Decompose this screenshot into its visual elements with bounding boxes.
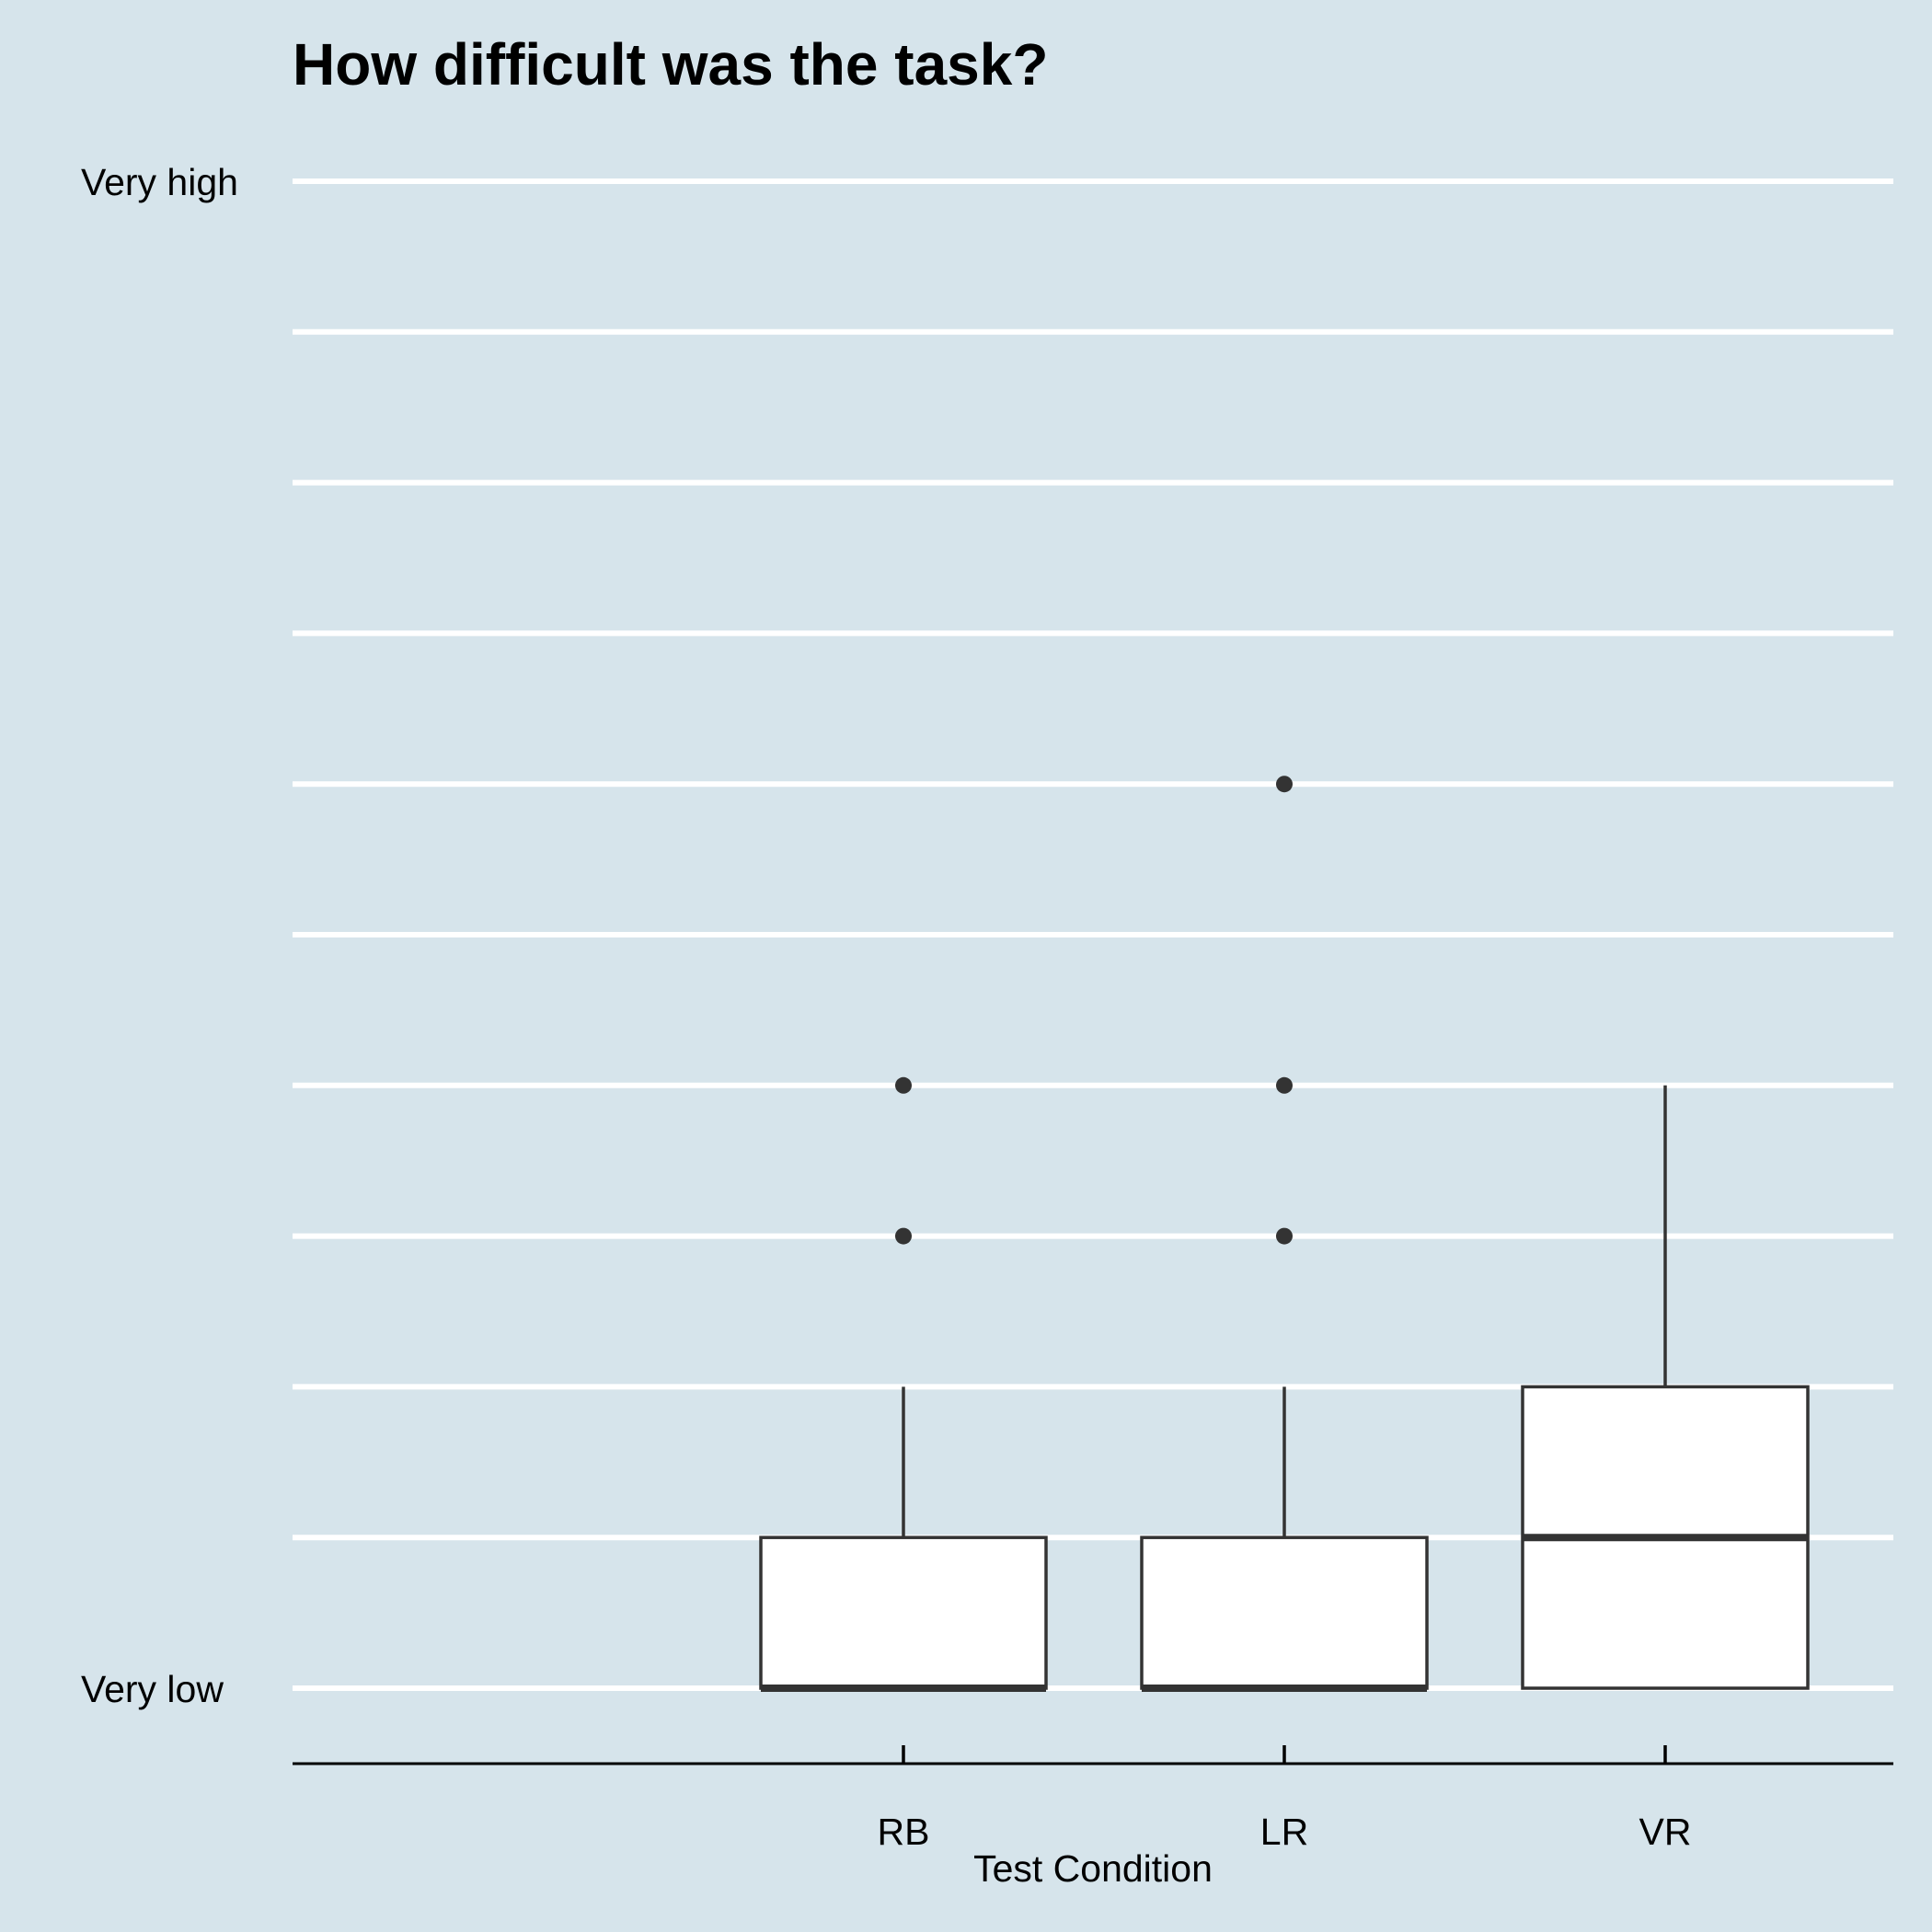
chart-title: How difficult was the task? bbox=[293, 31, 1048, 98]
y-tick-label-very-low: Very low bbox=[81, 1668, 224, 1710]
outlier-point-rb bbox=[895, 1227, 912, 1245]
box-group-vr bbox=[1521, 1085, 1810, 1690]
x-tick-label-lr: LR bbox=[1260, 1811, 1308, 1853]
outlier-point-lr bbox=[1276, 1076, 1293, 1094]
x-axis-title: Test Condition bbox=[973, 1847, 1213, 1890]
box-group-rb bbox=[759, 1076, 1048, 1692]
boxes bbox=[759, 776, 1810, 1692]
y-tick-label-very-high: Very high bbox=[81, 161, 238, 203]
x-tick-label-vr: VR bbox=[1639, 1811, 1692, 1853]
axes: RB LR VR bbox=[293, 1745, 1893, 1853]
labels: How difficult was the task? Very low Ver… bbox=[81, 31, 1213, 1890]
outlier-point-lr bbox=[1276, 776, 1293, 793]
box-group-lr bbox=[1140, 776, 1429, 1692]
gridlines bbox=[293, 178, 1893, 1691]
box-lr bbox=[1140, 1535, 1429, 1690]
outlier-point-rb bbox=[895, 1076, 912, 1094]
box-rb bbox=[759, 1535, 1048, 1690]
x-tick-label-rb: RB bbox=[878, 1811, 930, 1853]
outlier-point-lr bbox=[1276, 1227, 1293, 1245]
